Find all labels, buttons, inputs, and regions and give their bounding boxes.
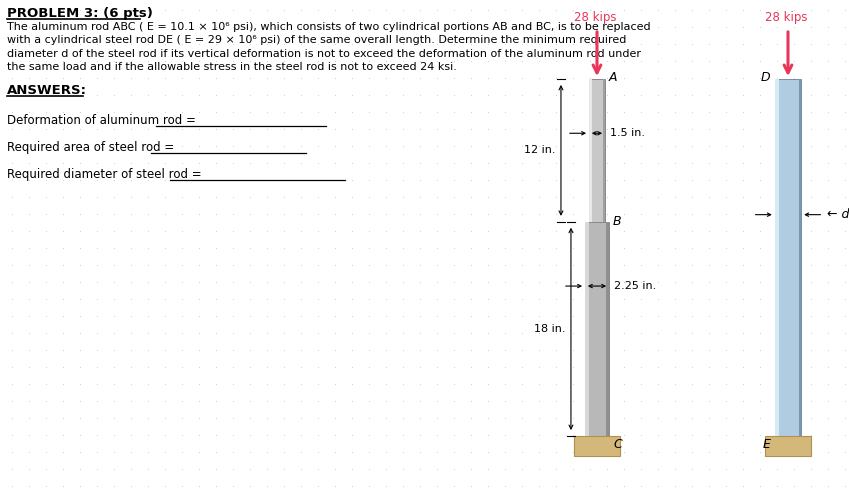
Text: 18 in.: 18 in. bbox=[535, 324, 566, 334]
Text: ← d: ← d bbox=[827, 208, 849, 221]
Bar bbox=[775, 79, 779, 436]
Bar bbox=[589, 79, 592, 222]
Bar bbox=[606, 222, 609, 436]
Text: A: A bbox=[609, 72, 617, 84]
Text: with a cylindrical steel rod DE ( E = 29 × 10⁶ psi) of the same overall length. : with a cylindrical steel rod DE ( E = 29… bbox=[7, 36, 627, 45]
Text: D: D bbox=[761, 72, 771, 84]
Bar bbox=[574, 436, 620, 456]
Text: 28 kips: 28 kips bbox=[574, 11, 616, 24]
Text: Deformation of aluminum rod =: Deformation of aluminum rod = bbox=[7, 114, 196, 127]
Text: ANSWERS:: ANSWERS: bbox=[7, 84, 87, 97]
Text: diameter d of the steel rod if its vertical deformation is not to exceed the def: diameter d of the steel rod if its verti… bbox=[7, 49, 641, 59]
Bar bbox=[603, 79, 605, 222]
Text: 12 in.: 12 in. bbox=[525, 145, 556, 156]
Text: C: C bbox=[613, 438, 621, 451]
Bar bbox=[799, 79, 801, 436]
Text: Required diameter of steel rod =: Required diameter of steel rod = bbox=[7, 168, 201, 181]
Text: 2.25 in.: 2.25 in. bbox=[614, 281, 656, 291]
Text: 1.5 in.: 1.5 in. bbox=[610, 128, 645, 138]
Text: Required area of steel rod =: Required area of steel rod = bbox=[7, 141, 174, 154]
Text: B: B bbox=[613, 215, 621, 228]
Bar bbox=[765, 436, 811, 456]
Text: E: E bbox=[763, 438, 771, 451]
Bar bbox=[775, 79, 801, 436]
Bar bbox=[585, 222, 609, 436]
Text: PROBLEM 3: (6 pts): PROBLEM 3: (6 pts) bbox=[7, 7, 153, 20]
Bar bbox=[585, 222, 589, 436]
Bar bbox=[589, 79, 605, 222]
Text: the same load and if the allowable stress in the steel rod is not to exceed 24 k: the same load and if the allowable stres… bbox=[7, 63, 457, 73]
Text: 28 kips: 28 kips bbox=[765, 11, 807, 24]
Text: The aluminum rod ABC ( E = 10.1 × 10⁶ psi), which consists of two cylindrical po: The aluminum rod ABC ( E = 10.1 × 10⁶ ps… bbox=[7, 22, 650, 32]
